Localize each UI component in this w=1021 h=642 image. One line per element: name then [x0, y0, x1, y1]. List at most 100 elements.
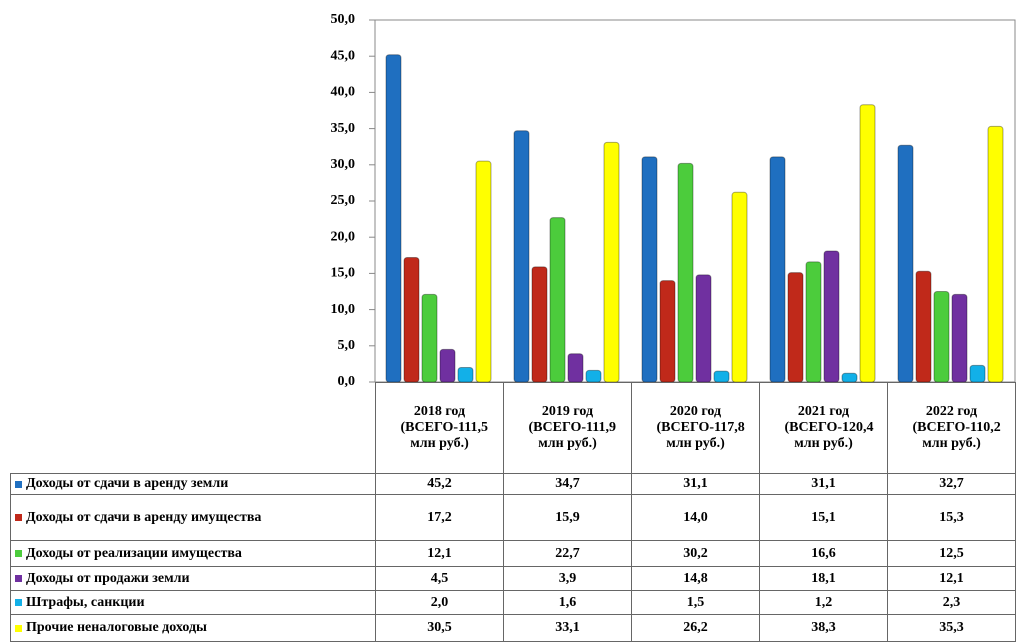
legend-cell: Прочие неналоговые доходы [10, 614, 376, 642]
value-cell: 15,1 [759, 494, 888, 541]
value-cell: 12,5 [887, 540, 1016, 567]
value-cell: 3,9 [503, 566, 632, 591]
bar [897, 144, 914, 383]
cell-text: 17,2 [427, 509, 452, 525]
cell-text: 30,5 [427, 620, 452, 635]
legend-label: Прочие неналоговые доходы [26, 620, 207, 635]
value-cell: 2,0 [375, 590, 504, 615]
bar [421, 293, 438, 383]
value-cell: 38,3 [759, 614, 888, 642]
value-cell: 34,7 [503, 473, 632, 495]
y-tick-label: 5,0 [338, 338, 356, 353]
value-cell: 35,3 [887, 614, 1016, 642]
y-tick-label: 20,0 [331, 229, 356, 244]
cell-text: 31,1 [683, 476, 708, 491]
bar [713, 370, 730, 383]
cell-text: 22,7 [555, 545, 580, 561]
cell-text: 2020 год (ВСЕГО-117,8 млн руб.) [656, 404, 745, 451]
cell-text: 12,1 [939, 570, 964, 586]
legend-label: Доходы от сдачи в аренду земли [26, 476, 229, 491]
category-header: 2019 год (ВСЕГО-111,9 млн руб.) [503, 382, 632, 474]
bar [659, 280, 676, 383]
cell-text: 2,0 [430, 594, 449, 610]
bar [585, 369, 602, 383]
legend-cell: Доходы от сдачи в аренду земли [10, 473, 376, 495]
bar [695, 274, 712, 383]
category-header: 2021 год (ВСЕГО-120,4 млн руб.) [759, 382, 888, 474]
cell-text: 1,2 [814, 594, 833, 610]
bar [513, 130, 530, 383]
cell-text: 15,1 [811, 509, 836, 525]
cell-text: 38,3 [811, 620, 836, 635]
legend-label: Доходы от реализации имущества [26, 545, 242, 561]
category-header: 2022 год (ВСЕГО-110,2 млн руб.) [887, 382, 1016, 474]
cell-text: 14,8 [683, 570, 708, 586]
y-tick-label: 10,0 [331, 302, 356, 317]
category-header: 2020 год (ВСЕГО-117,8 млн руб.) [631, 382, 760, 474]
cell-text: 18,1 [811, 570, 836, 586]
cell-text: 31,1 [811, 476, 836, 491]
cell-text: 1,5 [686, 594, 705, 610]
value-cell: 1,5 [631, 590, 760, 615]
cell-text: 2019 год (ВСЕГО-111,9 млн руб.) [528, 404, 617, 451]
y-tick-label: 45,0 [331, 48, 356, 63]
bar [769, 156, 786, 383]
cell-text: 26,2 [683, 620, 708, 635]
legend-swatch [15, 624, 22, 632]
value-cell: 16,6 [759, 540, 888, 567]
bar [385, 54, 402, 383]
bar [439, 348, 456, 383]
bar [549, 217, 566, 383]
cell-text: 2021 год (ВСЕГО-120,4 млн руб.) [784, 404, 874, 451]
bar [933, 291, 950, 383]
cell-text: 2022 год (ВСЕГО-110,2 млн руб.) [912, 404, 1001, 451]
cell-text: 3,9 [558, 570, 577, 586]
cell-text: 30,2 [683, 545, 708, 561]
value-cell: 2,3 [887, 590, 1016, 615]
cell-text: 45,2 [427, 476, 452, 491]
value-cell: 30,2 [631, 540, 760, 567]
legend-cell: Доходы от реализации имущества [10, 540, 376, 567]
legend-label: Доходы от сдачи в аренду имущества [26, 509, 262, 525]
y-tick-label: 15,0 [331, 266, 356, 281]
cell-text: 32,7 [939, 476, 964, 491]
cell-text: 1,6 [558, 594, 577, 610]
y-tick-label: 30,0 [331, 157, 356, 172]
value-cell: 14,0 [631, 494, 760, 541]
bar [915, 270, 932, 383]
cell-text: 4,5 [430, 570, 449, 586]
legend-swatch [15, 514, 22, 521]
y-tick-label: 25,0 [331, 193, 356, 208]
bar [475, 160, 492, 383]
cell-text: 35,3 [939, 620, 964, 635]
y-tick-label: 50,0 [331, 12, 356, 27]
legend-cell: Штрафы, санкции [10, 590, 376, 615]
bar [677, 162, 694, 383]
cell-text: 12,1 [427, 545, 452, 561]
cell-text: 2,3 [942, 594, 961, 610]
value-cell: 32,7 [887, 473, 1016, 495]
bar [823, 250, 840, 383]
category-header: 2018 год (ВСЕГО-111,5 млн руб.) [375, 382, 504, 474]
bar [787, 272, 804, 383]
legend-cell: Доходы от сдачи в аренду имущества [10, 494, 376, 541]
bar [805, 261, 822, 383]
value-cell: 22,7 [503, 540, 632, 567]
bar [531, 266, 548, 383]
value-cell: 1,6 [503, 590, 632, 615]
bar [987, 125, 1004, 383]
bar [969, 364, 986, 383]
cell-text: 16,6 [811, 545, 836, 561]
bar [603, 141, 620, 383]
value-cell: 18,1 [759, 566, 888, 591]
bar [731, 191, 748, 383]
bar [951, 293, 968, 383]
value-cell: 1,2 [759, 590, 888, 615]
value-cell: 15,3 [887, 494, 1016, 541]
y-tick-label: 40,0 [331, 85, 356, 100]
y-tick-label: 35,0 [331, 121, 356, 136]
value-cell: 12,1 [887, 566, 1016, 591]
cell-text: 34,7 [555, 476, 580, 491]
